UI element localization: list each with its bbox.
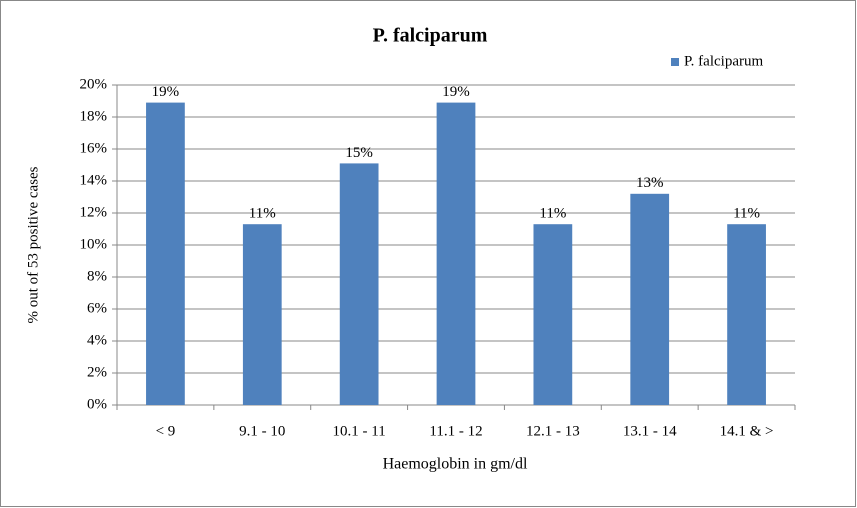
data-label: 13% <box>636 175 664 191</box>
data-label: 11% <box>733 206 760 222</box>
y-tick-label: 12% <box>80 204 108 220</box>
data-label: 11% <box>539 206 566 222</box>
x-tick-label: 12.1 - 13 <box>526 423 580 439</box>
x-tick-label: 10.1 - 11 <box>333 423 386 439</box>
bar <box>533 224 573 405</box>
x-axis-label: Haemoglobin in gm/dl <box>383 456 528 473</box>
y-tick-label: 10% <box>80 236 108 252</box>
y-tick-label: 14% <box>80 172 108 188</box>
data-label: 19% <box>152 84 180 100</box>
y-tick-label: 20% <box>80 76 108 92</box>
legend-swatch <box>671 58 679 66</box>
bar <box>727 224 766 405</box>
x-tick-label: < 9 <box>156 423 176 439</box>
x-tick-label: 13.1 - 14 <box>623 423 677 439</box>
y-tick-label: 16% <box>80 140 108 156</box>
y-tick-label: 0% <box>87 396 107 412</box>
bar <box>146 102 185 405</box>
y-tick-label: 4% <box>87 332 107 348</box>
x-tick-label: 9.1 - 10 <box>239 423 285 439</box>
bar <box>630 193 670 405</box>
legend-label: P. falciparum <box>684 53 763 69</box>
y-tick-label: 6% <box>87 300 107 316</box>
y-tick-label: 18% <box>80 108 108 124</box>
y-tick-label: 2% <box>87 364 107 380</box>
data-label: 15% <box>345 145 373 161</box>
x-tick-label: 14.1 & > <box>720 423 774 439</box>
chart-title: P. falciparum <box>373 25 488 47</box>
bar <box>436 102 476 405</box>
bar <box>339 163 379 405</box>
y-axis-label: % out of 53 positive cases <box>25 166 41 323</box>
data-label: 19% <box>442 84 470 100</box>
y-tick-label: 8% <box>87 268 107 284</box>
bar <box>242 224 282 405</box>
x-tick-label: 11.1 - 12 <box>429 423 482 439</box>
data-label: 11% <box>249 206 276 222</box>
